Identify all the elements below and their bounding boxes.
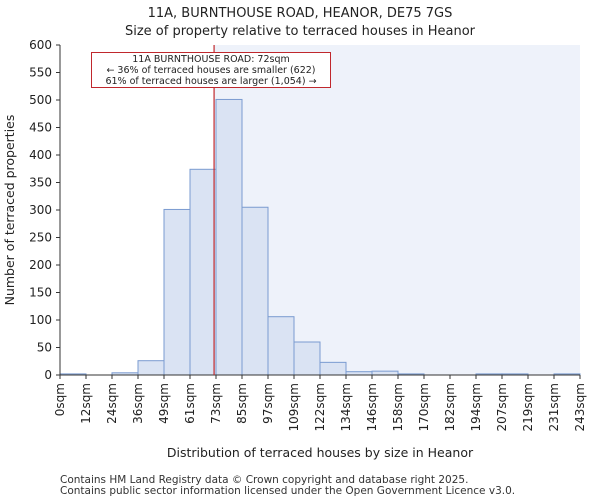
x-tick-label-219sqm: 219sqm (521, 383, 535, 431)
y-axis-title: Number of terraced properties (2, 115, 17, 306)
y-tick-label-0: 0 (44, 368, 52, 382)
chart-title: 11A, BURNTHOUSE ROAD, HEANOR, DE75 7GS (147, 6, 453, 21)
x-tick-label-97sqm: 97sqm (261, 383, 275, 424)
x-tick-label-207sqm: 207sqm (495, 383, 509, 431)
y-tick-label-300: 300 (29, 203, 52, 217)
y-tick-label-100: 100 (29, 313, 52, 327)
x-tick-label-0sqm: 0sqm (53, 383, 67, 416)
x-tick-label-49sqm: 49sqm (157, 383, 171, 424)
x-tick-label-146sqm: 146sqm (365, 383, 379, 431)
x-tick-label-122sqm: 122sqm (313, 383, 327, 431)
bar-73sqm (215, 98, 243, 376)
y-tick-label-200: 200 (29, 258, 52, 272)
bar-146sqm (371, 370, 399, 376)
y-tick-label-550: 550 (29, 66, 52, 80)
x-tick-label-194sqm: 194sqm (469, 383, 483, 431)
x-axis-title: Distribution of terraced houses by size … (167, 445, 474, 460)
x-tick-label-73sqm: 73sqm (209, 383, 223, 424)
y-tick-label-500: 500 (29, 93, 52, 107)
bar-61sqm (189, 168, 217, 376)
y-tick-label-350: 350 (29, 176, 52, 190)
x-tick-label-134sqm: 134sqm (339, 383, 353, 431)
y-tick-label-50: 50 (37, 341, 52, 355)
bar-109sqm (293, 341, 321, 376)
y-tick-label-150: 150 (29, 286, 52, 300)
footer-licence: Contains public sector information licen… (60, 485, 516, 497)
x-tick-label-36sqm: 36sqm (131, 383, 145, 424)
x-tick-label-231sqm: 231sqm (547, 383, 561, 431)
annotation-line-2: ← 36% of terraced houses are smaller (62… (106, 65, 316, 76)
x-tick-label-182sqm: 182sqm (443, 383, 457, 431)
bar-122sqm (319, 361, 347, 376)
x-tick-label-170sqm: 170sqm (417, 383, 431, 431)
chart-subtitle: Size of property relative to terraced ho… (124, 24, 476, 39)
bar-49sqm (163, 208, 191, 376)
property-annotation-box: 11A BURNTHOUSE ROAD: 72sqm ← 36% of terr… (91, 52, 331, 88)
x-tick-label-85sqm: 85sqm (235, 383, 249, 424)
x-tick-label-243sqm: 243sqm (573, 383, 587, 431)
y-tick-label-250: 250 (29, 231, 52, 245)
x-tick-label-109sqm: 109sqm (287, 383, 301, 431)
x-tick-label-24sqm: 24sqm (105, 383, 119, 424)
bar-97sqm (267, 316, 295, 376)
y-tick-label-400: 400 (29, 148, 52, 162)
x-tick-label-158sqm: 158sqm (391, 383, 405, 431)
footer-copyright: Contains HM Land Registry data © Crown c… (60, 474, 469, 486)
x-tick-label-61sqm: 61sqm (183, 383, 197, 424)
bar-85sqm (241, 206, 269, 376)
x-tick-label-12sqm: 12sqm (79, 383, 93, 424)
bar-36sqm (137, 360, 165, 376)
annotation-line-3: 61% of terraced houses are larger (1,054… (105, 76, 317, 87)
y-tick-label-600: 600 (29, 38, 52, 52)
annotation-line-1: 11A BURNTHOUSE ROAD: 72sqm (132, 54, 290, 65)
y-tick-label-450: 450 (29, 121, 52, 135)
